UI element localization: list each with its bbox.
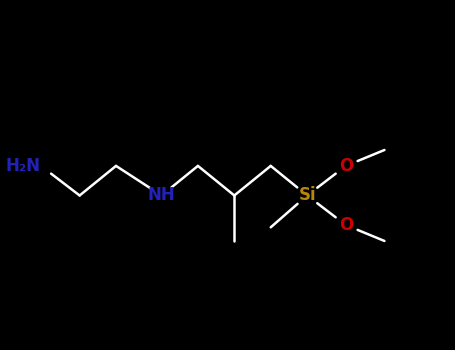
Text: H₂N: H₂N bbox=[6, 157, 41, 175]
Text: O: O bbox=[339, 216, 353, 234]
Text: Si: Si bbox=[298, 187, 316, 204]
Text: NH: NH bbox=[148, 187, 175, 204]
Text: O: O bbox=[339, 157, 353, 175]
